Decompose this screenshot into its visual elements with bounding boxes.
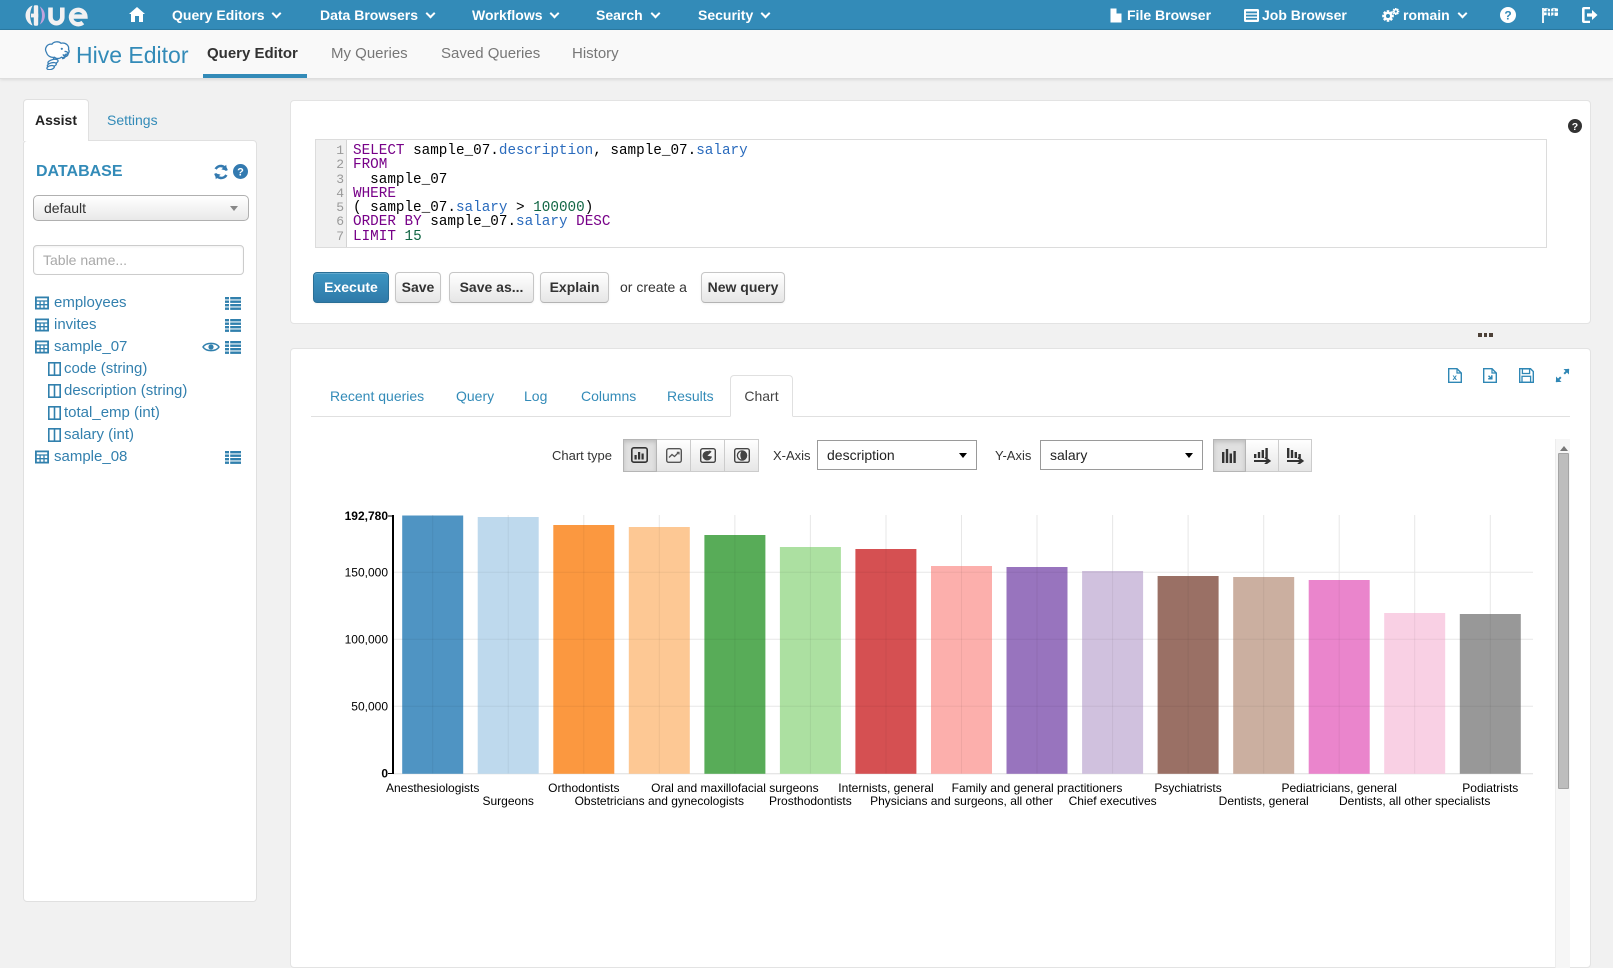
svg-text:50,000: 50,000 xyxy=(351,700,388,714)
svg-text:0: 0 xyxy=(381,767,388,781)
svg-text:x: x xyxy=(1452,373,1457,382)
svg-text:150,000: 150,000 xyxy=(345,566,389,580)
svg-text:192,780: 192,780 xyxy=(345,509,389,523)
svg-text:?: ? xyxy=(1572,121,1578,133)
svg-text:?: ? xyxy=(1504,9,1511,23)
svg-text:100,000: 100,000 xyxy=(345,633,389,647)
svg-text:?: ? xyxy=(237,167,244,179)
